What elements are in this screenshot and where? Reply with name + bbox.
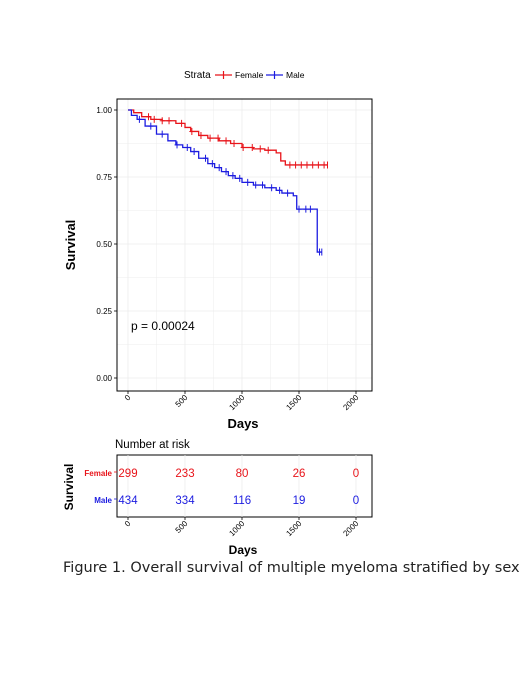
risk-cell-female: 233 xyxy=(175,468,194,480)
censor-mark-female xyxy=(321,161,327,169)
main-ytick-label: 0.25 xyxy=(96,307,112,316)
censor-mark-male xyxy=(277,186,283,194)
risk-cell-male: 0 xyxy=(353,495,359,507)
censor-mark-male xyxy=(203,154,209,162)
risk-xtick-label: 1000 xyxy=(227,519,246,538)
censor-mark-female xyxy=(240,144,246,152)
risk-row-label-female: Female xyxy=(84,469,112,478)
main-plot-border xyxy=(116,98,373,392)
risk-gridlines xyxy=(127,455,357,517)
censor-mark-male xyxy=(260,181,266,189)
censor-mark-male xyxy=(253,181,259,189)
main-xlabel: Days xyxy=(227,416,258,431)
main-series xyxy=(128,109,328,256)
censor-mark-female xyxy=(249,144,255,152)
risk-cell-female: 299 xyxy=(118,468,137,480)
risk-row-label-male: Male xyxy=(94,496,112,505)
censor-mark-female xyxy=(215,134,221,142)
legend-female-label: Female xyxy=(235,70,264,80)
censor-mark-male xyxy=(148,122,154,130)
risk-xtick-label: 2000 xyxy=(341,519,360,538)
censor-mark-male xyxy=(285,189,291,197)
figure-caption: Figure 1. Overall survival of multiple m… xyxy=(63,560,520,576)
censor-mark-female xyxy=(223,137,229,145)
risk-xtick-label: 500 xyxy=(174,519,190,535)
risk-xlabel: Days xyxy=(229,543,258,557)
censor-mark-male xyxy=(191,148,197,156)
main-axis-ticks: 0.00 0.25 0.50 0.75 1.00 0 500 1000 1500 2000 xyxy=(96,106,360,412)
risk-table-title: Number at risk xyxy=(115,439,190,451)
risk-ylabel: Survival xyxy=(62,464,76,511)
censor-mark-female xyxy=(207,134,213,142)
censor-mark-male xyxy=(174,141,180,149)
censor-mark-male xyxy=(230,172,236,180)
censor-mark-male xyxy=(269,184,275,192)
main-ytick-label: 0.50 xyxy=(96,240,112,249)
main-xtick-label: 500 xyxy=(174,393,190,409)
censor-mark-female xyxy=(257,145,263,153)
censor-mark-female xyxy=(293,161,299,169)
risk-table-border xyxy=(116,454,373,518)
censor-mark-male xyxy=(184,144,190,152)
main-gridlines xyxy=(117,99,372,391)
risk-cell-male: 434 xyxy=(118,495,138,507)
risk-cell-female: 0 xyxy=(353,468,359,480)
censor-mark-female xyxy=(146,113,152,121)
km-curve-male xyxy=(128,109,322,253)
censor-mark-male xyxy=(317,248,323,256)
censor-mark-female xyxy=(298,161,304,169)
legend: Strata Female Male xyxy=(184,70,305,81)
censor-mark-male xyxy=(303,205,309,213)
km-curve-female xyxy=(128,109,328,166)
main-xtick-label: 2000 xyxy=(341,393,360,412)
censor-mark-female xyxy=(315,161,321,169)
survival-plot: 0.00 0.25 0.50 0.75 1.00 0 500 1000 1500 2000 p =… xyxy=(63,98,373,431)
censor-mark-female xyxy=(231,140,237,147)
censor-mark-female xyxy=(166,117,172,125)
risk-cell-female: 26 xyxy=(293,468,306,480)
risk-cell-male: 334 xyxy=(175,495,195,507)
censor-mark-female xyxy=(287,161,293,169)
main-ytick-label: 1.00 xyxy=(96,106,112,115)
main-ytick-label: 0.75 xyxy=(96,173,112,182)
risk-table: Number at risk 299 233 80 26 0 434 334 116 19 0 0… xyxy=(62,439,373,557)
censor-mark-female xyxy=(189,127,195,135)
risk-cell-male: 19 xyxy=(293,495,306,507)
risk-xtick-label: 0 xyxy=(123,519,133,529)
legend-title: Strata xyxy=(184,70,211,81)
censor-mark-female xyxy=(198,131,204,139)
censor-mark-female xyxy=(265,146,271,154)
main-ytick-label: 0.00 xyxy=(96,374,112,383)
censor-mark-female xyxy=(304,161,310,169)
main-xtick-label: 1000 xyxy=(227,393,246,412)
main-xtick-label: 0 xyxy=(123,393,133,403)
main-xtick-label: 1500 xyxy=(284,393,303,412)
censor-mark-male xyxy=(223,168,229,176)
risk-xtick-label: 1500 xyxy=(284,519,303,538)
censor-mark-male xyxy=(216,164,222,172)
censor-mark-female xyxy=(310,161,316,169)
censor-mark-male xyxy=(245,178,251,186)
censor-mark-female xyxy=(179,119,185,127)
censor-mark-male xyxy=(237,174,243,182)
censor-mark-female xyxy=(151,115,157,123)
risk-cells: 299 233 80 26 0 434 334 116 19 0 xyxy=(118,468,359,507)
pvalue-label: p = 0.00024 xyxy=(131,319,195,333)
censor-mark-male xyxy=(159,130,165,138)
censor-mark-male xyxy=(209,160,215,168)
risk-cell-male: 116 xyxy=(233,495,251,507)
censor-mark-male xyxy=(296,205,302,213)
legend-male-label: Male xyxy=(286,70,305,80)
censor-mark-female xyxy=(159,117,165,125)
censor-mark-male xyxy=(136,115,142,123)
risk-cell-female: 80 xyxy=(236,468,249,480)
main-ylabel: Survival xyxy=(63,220,78,271)
censor-mark-male xyxy=(307,205,313,213)
